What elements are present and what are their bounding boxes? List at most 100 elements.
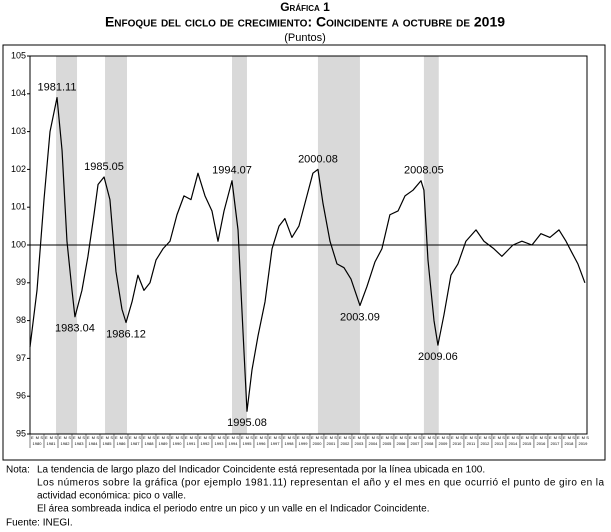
note-label: Nota: [6,465,30,476]
month-label: E [563,435,566,440]
y-tick-label: 98 [16,315,26,325]
x-tick-label: 2001 [327,441,337,446]
month-label: E [255,435,258,440]
x-tick-label: 2014 [508,441,518,446]
month-label: M [414,435,417,440]
month-label: M [484,435,487,440]
month-label: E [339,435,342,440]
month-label: M [540,435,543,440]
month-label: S [390,435,393,440]
data-line [29,96,586,412]
month-label: S [502,435,505,440]
month-label: M [302,435,305,440]
x-tick-label: 2004 [369,441,379,446]
chart-subtitle: (Puntos) [284,32,326,44]
month-label: E [157,435,160,440]
month-label: M [260,435,263,440]
annotation: 2000.08 [298,153,338,165]
month-label: M [358,435,361,440]
x-tick-label: 2016 [536,441,546,446]
x-tick-label: 1997 [271,441,281,446]
month-label: E [479,435,482,440]
month-label: E [73,435,76,440]
month-label: S [166,435,169,440]
month-label: E [59,435,62,440]
month-label: S [572,435,575,440]
month-label: M [50,435,53,440]
x-tick-label: 2006 [397,441,407,446]
month-label: E [395,435,398,440]
x-tick-label: 2013 [494,441,504,446]
month-label: S [376,435,379,440]
month-label: E [213,435,216,440]
month-label: M [120,435,123,440]
month-label: E [199,435,202,440]
month-label: E [31,435,34,440]
month-label: M [582,435,585,440]
chart-kicker: Gráfica 1 [280,0,330,14]
x-tick-label: 1999 [299,441,309,446]
month-label: S [68,435,71,440]
month-label: S [180,435,183,440]
x-tick-label: 2018 [564,441,574,446]
note-line: La tendencia de largo plazo del Indicado… [37,465,485,476]
plot-frame [29,55,588,435]
month-label: E [283,435,286,440]
x-tick-label: 2003 [355,441,365,446]
month-label: E [577,435,580,440]
x-tick-label: 2011 [467,441,476,446]
month-label: M [218,435,221,440]
month-label: M [246,435,249,440]
month-label: E [409,435,412,440]
month-label: M [428,435,431,440]
month-label: S [278,435,281,440]
x-tick-label: 1993 [215,441,225,446]
month-label: S [320,435,323,440]
note-line: El área sombreada indica el periodo entr… [37,504,429,515]
x-tick-label: 1989 [159,441,169,446]
month-label: S [432,435,435,440]
month-label: M [568,435,571,440]
month-label: M [400,435,403,440]
month-label: E [423,435,426,440]
y-tick-label: 102 [11,164,26,174]
x-tick-label: 1995 [243,441,253,446]
month-label: M [274,435,277,440]
month-label: M [456,435,459,440]
month-label: E [353,435,356,440]
x-tick-label: 2012 [480,441,490,446]
x-tick-label: 2015 [522,441,532,446]
x-tick-label: 1994 [229,441,239,446]
month-label: E [101,435,104,440]
source: Fuente: INEGI. [6,518,73,529]
y-tick-label: 101 [11,202,26,212]
x-tick-label: 2010 [453,441,463,446]
month-label: E [521,435,524,440]
month-label: E [381,435,384,440]
month-label: S [404,435,407,440]
annotation: 1994.07 [212,165,252,177]
month-label: S [194,435,197,440]
x-tick-label: 1986 [117,441,127,446]
month-label: E [297,435,300,440]
month-label: S [222,435,225,440]
y-tick-label: 99 [16,277,26,287]
x-tick-label: 1980 [33,441,43,446]
month-label: S [488,435,491,440]
y-tick-label: 100 [11,239,26,249]
chart-title: Enfoque del ciclo de crecimiento: Coinci… [105,14,505,30]
x-tick-label: 1982 [61,441,71,446]
month-label: E [367,435,370,440]
x-tick-label: 2005 [383,441,393,446]
x-tick-label: 1981 [47,441,57,446]
month-label: S [544,435,547,440]
month-label: E [535,435,538,440]
month-label: M [498,435,501,440]
month-label: M [554,435,557,440]
month-label: M [288,435,291,440]
month-label: S [516,435,519,440]
y-tick-label: 103 [11,126,26,136]
month-label: S [124,435,127,440]
month-label: E [143,435,146,440]
month-label: M [470,435,473,440]
